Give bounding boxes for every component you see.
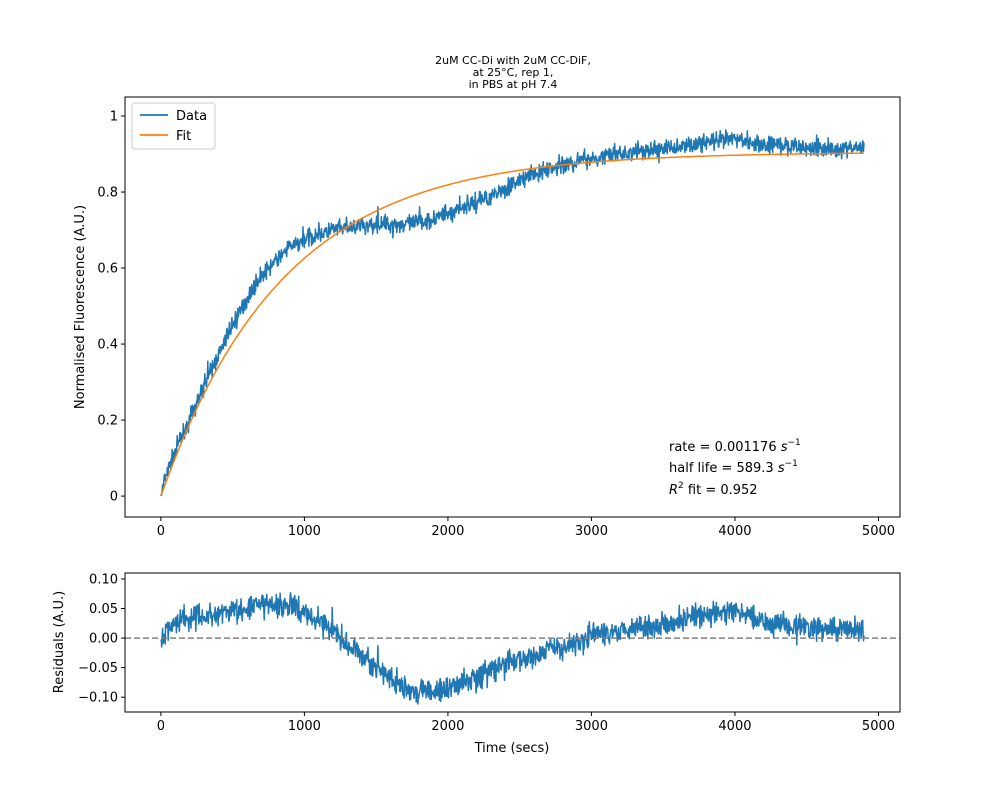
y-tick-label: 1 (110, 110, 118, 125)
x-tick-label: 2000 (431, 524, 464, 539)
main-y-ticks: 0 0.2 0.4 0.6 0.8 1 (97, 110, 125, 505)
residuals-y-ticks: −0.10 −0.05 0.00 0.05 0.10 (78, 572, 125, 706)
chart-title: 2uM CC-Di with 2uM CC-DiF, at 25°C, rep … (435, 54, 591, 91)
y-tick-label: −0.10 (78, 691, 118, 706)
x-axis-label: Time (secs) (474, 741, 550, 756)
x-tick-label: 5000 (862, 524, 895, 539)
main-plot-frame (124, 96, 901, 518)
residuals-plot-panel: 0 1000 2000 3000 4000 5000 −0.10 −0.05 0.00 0.05… (52, 572, 901, 756)
residuals-series-line (160, 591, 865, 705)
x-tick-label: 0 (157, 524, 165, 539)
x-tick-label: 1000 (288, 524, 321, 539)
y-tick-label: 0.2 (97, 414, 118, 429)
x-tick-label: 5000 (862, 719, 895, 734)
fit-annotation: rate = 0.001176 s−1 half life = 589.3 s−… (669, 438, 801, 498)
y-tick-label: 0.8 (97, 186, 118, 201)
x-tick-label: 4000 (718, 719, 751, 734)
y-tick-label: 0.10 (89, 572, 118, 587)
x-tick-label: 4000 (718, 524, 751, 539)
annotation-rate: rate = 0.001176 s−1 (669, 438, 801, 455)
annotation-r-squared: R2 fit = 0.952 (669, 481, 758, 498)
x-tick-label: 3000 (575, 524, 608, 539)
residuals-plot-frame (124, 572, 901, 713)
residuals-x-ticks: 0 1000 2000 3000 4000 5000 (157, 712, 895, 734)
x-tick-label: 3000 (575, 719, 608, 734)
data-series-line (160, 129, 865, 497)
title-line-3: in PBS at pH 7.4 (469, 78, 558, 91)
x-tick-label: 0 (157, 719, 165, 734)
y-tick-label: −0.05 (78, 661, 118, 676)
legend-fit-label: Fit (176, 129, 191, 144)
title-line-1: 2uM CC-Di with 2uM CC-DiF, (435, 54, 591, 67)
y-tick-label: 0 (110, 490, 118, 505)
legend-data-label: Data (176, 109, 207, 124)
main-plot-panel: 0 1000 2000 3000 4000 5000 0 0.2 0.4 0.6 0.8 1 Nor… (73, 96, 901, 539)
residuals-y-axis-label: Residuals (A.U.) (52, 591, 67, 693)
annotation-half-life: half life = 589.3 s−1 (669, 459, 798, 476)
y-tick-label: 0.4 (97, 338, 118, 353)
x-tick-label: 2000 (431, 719, 464, 734)
x-tick-label: 1000 (288, 719, 321, 734)
fit-series-line (160, 152, 865, 497)
main-x-ticks: 0 1000 2000 3000 4000 5000 (157, 517, 895, 539)
y-tick-label: 0.05 (89, 602, 118, 617)
y-tick-label: 0.00 (89, 632, 118, 647)
y-tick-label: 0.6 (97, 262, 118, 277)
title-line-2: at 25°C, rep 1, (473, 66, 554, 79)
legend: Data Fit (131, 102, 216, 150)
main-y-axis-label: Normalised Fluorescence (A.U.) (73, 205, 88, 409)
